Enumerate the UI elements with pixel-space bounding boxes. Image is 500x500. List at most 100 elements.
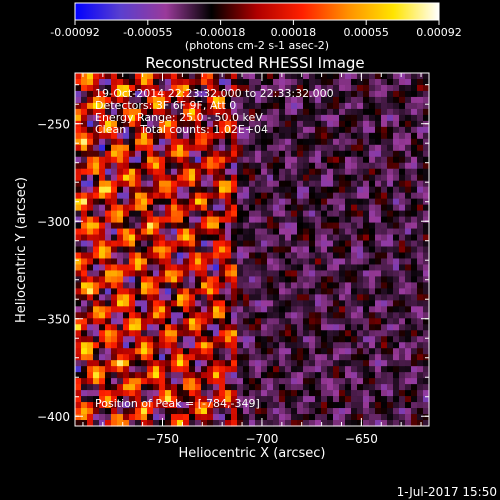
heatmap-cell	[135, 390, 142, 397]
heatmap-cell	[351, 210, 358, 218]
heatmap-cell	[153, 234, 160, 242]
heatmap-cell	[141, 360, 148, 367]
heatmap-cell	[351, 126, 358, 134]
heatmap-cell	[345, 408, 352, 415]
heatmap-cell	[249, 384, 256, 391]
heatmap-cell	[303, 102, 310, 110]
heatmap-cell	[375, 228, 382, 236]
heatmap-cell	[327, 102, 334, 110]
heatmap-cell	[369, 360, 376, 367]
heatmap-cell	[399, 120, 406, 128]
heatmap-cell	[135, 384, 142, 391]
x-axis-label: Heliocentric X (arcsec)	[179, 446, 326, 461]
heatmap-cell	[219, 402, 226, 409]
heatmap-cell	[93, 342, 100, 349]
heatmap-cell	[369, 348, 376, 355]
heatmap-cell	[141, 348, 148, 355]
heatmap-cell	[345, 330, 352, 337]
heatmap-cell	[279, 138, 286, 146]
heatmap-cell	[165, 138, 172, 146]
heatmap-cell	[141, 198, 148, 206]
heatmap-cell	[339, 216, 346, 224]
heatmap-cell	[159, 396, 166, 403]
heatmap-cell	[249, 420, 256, 427]
heatmap-cell	[111, 162, 118, 170]
heatmap-cell	[249, 204, 256, 212]
heatmap-cell	[249, 360, 256, 367]
heatmap-cell	[201, 354, 208, 361]
heatmap-cell	[225, 324, 232, 331]
heatmap-cell	[117, 360, 124, 367]
heatmap-cell	[159, 102, 166, 110]
heatmap-cell	[387, 156, 394, 164]
heatmap-cell	[291, 360, 298, 367]
heatmap-cell	[375, 73, 382, 80]
heatmap-cell	[165, 162, 172, 170]
heatmap-cell	[207, 246, 214, 254]
heatmap-cell	[195, 384, 202, 391]
heatmap-cell	[321, 120, 328, 128]
heatmap-cell	[327, 276, 334, 283]
heatmap-cell	[87, 420, 94, 427]
heatmap-cell	[345, 144, 352, 152]
heatmap-cell	[387, 246, 394, 254]
heatmap-cell	[291, 306, 298, 313]
heatmap-cell	[411, 186, 418, 194]
heatmap-cell	[87, 306, 94, 313]
heatmap-cell	[315, 228, 322, 236]
heatmap-cell	[93, 372, 100, 379]
heatmap-cell	[417, 384, 424, 391]
heatmap-cell	[117, 252, 124, 260]
heatmap-cell	[231, 288, 238, 295]
heatmap-cell	[255, 78, 262, 86]
heatmap-cell	[249, 366, 256, 373]
heatmap-cell	[303, 258, 310, 266]
heatmap-cell	[339, 282, 346, 289]
heatmap-cell	[171, 396, 178, 403]
heatmap-cell	[87, 126, 94, 134]
heatmap-cell	[195, 168, 202, 176]
heatmap-cell	[417, 186, 424, 194]
heatmap-cell	[231, 132, 238, 140]
heatmap-cell	[201, 78, 208, 86]
heatmap-cell	[321, 84, 328, 92]
heatmap-cell	[135, 330, 142, 337]
heatmap-cell	[297, 180, 304, 188]
heatmap-cell	[159, 354, 166, 361]
heatmap-cell	[405, 168, 412, 176]
heatmap-cell	[165, 228, 172, 236]
heatmap-cell	[387, 90, 394, 98]
heatmap-cell	[417, 102, 424, 110]
heatmap-cell	[255, 73, 262, 80]
heatmap-cell	[183, 132, 190, 140]
heatmap-cell	[417, 84, 424, 92]
heatmap-cell	[147, 396, 154, 403]
heatmap-cell	[333, 324, 340, 331]
heatmap-cell	[87, 228, 94, 236]
heatmap-cell	[417, 132, 424, 140]
heatmap-cell	[105, 222, 112, 230]
heatmap-cell	[201, 318, 208, 325]
heatmap-cell	[327, 318, 334, 325]
heatmap-cell	[123, 384, 130, 391]
heatmap-cell	[135, 366, 142, 373]
heatmap-cell	[105, 156, 112, 164]
heatmap-cell	[87, 258, 94, 266]
heatmap-cell	[345, 192, 352, 200]
heatmap-cell	[273, 222, 280, 230]
heatmap-cell	[267, 384, 274, 391]
heatmap-cell	[375, 240, 382, 248]
heatmap-cell	[327, 168, 334, 176]
heatmap-cell	[303, 84, 310, 92]
heatmap-cell	[387, 384, 394, 391]
heatmap-cell	[327, 240, 334, 248]
heatmap-cell	[279, 180, 286, 188]
heatmap-cell	[405, 186, 412, 194]
heatmap-cell	[105, 144, 112, 152]
heatmap-cell	[99, 336, 106, 343]
heatmap-cell	[291, 270, 298, 278]
heatmap-cell	[243, 186, 250, 194]
heatmap-cell	[387, 180, 394, 188]
heatmap-cell	[207, 144, 214, 152]
heatmap-cell	[315, 258, 322, 266]
